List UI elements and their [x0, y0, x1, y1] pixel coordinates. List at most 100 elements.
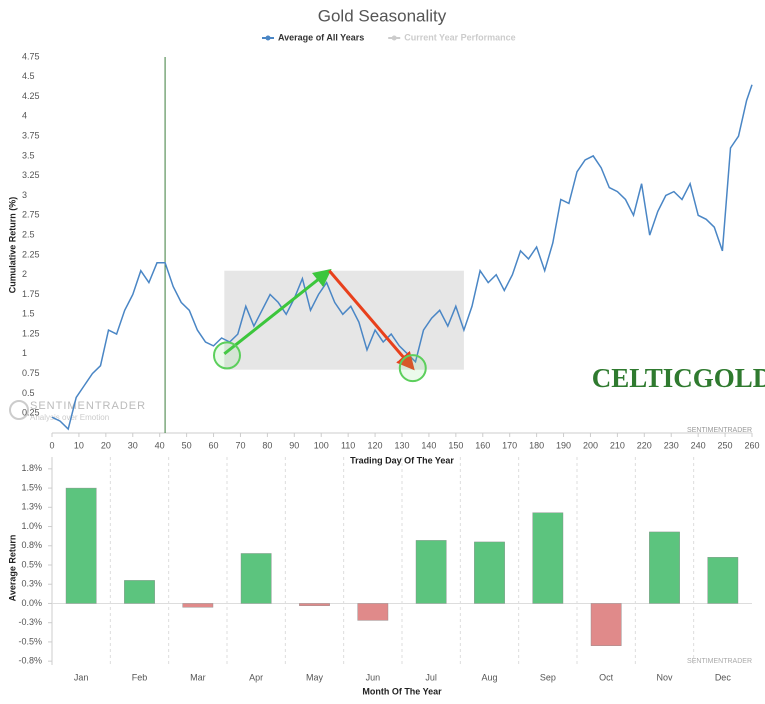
- x-tick-label: 180: [529, 440, 544, 450]
- x-tick-label: Mar: [190, 672, 206, 682]
- legend-swatch: [391, 35, 397, 41]
- x-tick-label: 30: [128, 440, 138, 450]
- y-tick-label: 1.0%: [21, 521, 42, 531]
- watermark-text: SENTIMENTRADER: [30, 400, 146, 412]
- y-tick-label: -0.3%: [18, 617, 42, 627]
- x-tick-label: Feb: [132, 672, 148, 682]
- y-tick-label: 4.75: [22, 51, 40, 61]
- bar: [649, 531, 680, 604]
- logo: CELTICGOLD SENTIMENTRADER: [592, 363, 765, 434]
- watermark-text: SENTIMENTRADER: [687, 658, 752, 665]
- chart-title: Gold Seasonality: [318, 6, 447, 25]
- y-tick-label: 1.3%: [21, 502, 42, 512]
- y-tick-label: 1: [22, 348, 27, 358]
- x-tick-label: 170: [502, 440, 517, 450]
- legend-label: Current Year Performance: [404, 32, 515, 42]
- bar: [182, 603, 214, 608]
- y-tick-label: 3.5: [22, 150, 35, 160]
- x-tick-label: 80: [262, 440, 272, 450]
- x-tick-label: Jun: [366, 672, 381, 682]
- bar: [474, 541, 505, 604]
- x-tick-label: 100: [314, 440, 329, 450]
- y-tick-label: 0.5%: [21, 559, 42, 569]
- x-axis-title: Month Of The Year: [362, 686, 442, 696]
- x-tick-label: Jul: [425, 672, 437, 682]
- x-tick-label: 50: [182, 440, 192, 450]
- x-tick-label: 230: [664, 440, 679, 450]
- arrow: [328, 269, 415, 371]
- x-tick-label: Sep: [540, 672, 556, 682]
- bar: [532, 512, 564, 604]
- x-tick-label: Dec: [715, 672, 732, 682]
- x-axis-title: Trading Day Of The Year: [350, 455, 454, 465]
- x-tick-label: 10: [74, 440, 84, 450]
- y-tick-label: 3: [22, 190, 27, 200]
- y-tick-label: 0.5: [22, 388, 35, 398]
- x-tick-label: 70: [235, 440, 245, 450]
- y-tick-label: -0.5%: [18, 636, 42, 646]
- y-tick-label: 0.0%: [21, 598, 42, 608]
- y-tick-label: 4: [22, 111, 27, 121]
- bar: [240, 553, 272, 604]
- x-tick-label: 90: [289, 440, 299, 450]
- y-tick-label: 1.75: [22, 289, 40, 299]
- y-axis-title: Average Return: [7, 535, 17, 602]
- logo-sub: SENTIMENTRADER: [687, 427, 752, 434]
- bar: [65, 487, 97, 604]
- y-tick-label: 0.75: [22, 368, 40, 378]
- x-tick-label: 60: [209, 440, 219, 450]
- x-tick-label: 160: [475, 440, 490, 450]
- logo-text: CELTICGOLD: [592, 363, 765, 393]
- x-tick-label: 140: [421, 440, 436, 450]
- y-tick-label: 0.3%: [21, 579, 42, 589]
- y-tick-label: 2: [22, 269, 27, 279]
- x-tick-label: 110: [341, 440, 355, 450]
- y-tick-label: 4.5: [22, 71, 35, 81]
- highlight-circle: [398, 354, 427, 383]
- x-tick-label: 0: [49, 440, 54, 450]
- y-tick-label: 0.8%: [21, 540, 42, 550]
- x-tick-label: 200: [583, 440, 598, 450]
- x-tick-label: 210: [610, 440, 625, 450]
- bar: [415, 540, 447, 604]
- x-tick-label: Jan: [74, 672, 89, 682]
- y-tick-label: -0.8%: [18, 656, 42, 666]
- watermark-sub: Analysis over Emotion: [30, 413, 109, 422]
- x-tick-label: 190: [556, 440, 571, 450]
- y-tick-label: 3.25: [22, 170, 40, 180]
- bar: [590, 603, 622, 646]
- bar: [707, 557, 739, 604]
- arrow: [223, 268, 332, 356]
- y-tick-label: 2.5: [22, 229, 35, 239]
- x-tick-label: 120: [368, 440, 383, 450]
- y-tick-label: 2.25: [22, 249, 40, 259]
- y-tick-label: 1.5: [22, 309, 35, 319]
- highlight-box: [224, 270, 464, 370]
- legend-label: Average of All Years: [278, 32, 364, 42]
- x-tick-label: 150: [448, 440, 463, 450]
- y-tick-label: 1.25: [22, 328, 40, 338]
- x-tick-label: Nov: [656, 672, 673, 682]
- y-tick-label: 4.25: [22, 91, 40, 101]
- x-tick-label: 40: [155, 440, 165, 450]
- bar: [299, 603, 330, 606]
- y-tick-label: 2.75: [22, 210, 40, 220]
- x-tick-label: Aug: [481, 672, 497, 682]
- legend-swatch: [265, 35, 271, 41]
- y-tick-label: 1.8%: [21, 463, 42, 473]
- x-tick-label: 240: [691, 440, 706, 450]
- x-tick-label: 260: [744, 440, 759, 450]
- y-tick-label: 0.25: [22, 408, 40, 418]
- x-tick-label: 20: [101, 440, 111, 450]
- y-tick-label: 1.5%: [21, 482, 42, 492]
- watermark-icon: [9, 400, 29, 420]
- bar: [124, 580, 155, 604]
- bar: [357, 603, 389, 621]
- x-tick-label: 250: [718, 440, 733, 450]
- watermark: SENTIMENTRADER Analysis over Emotion: [9, 400, 146, 422]
- series-line: [51, 84, 753, 431]
- highlight-circle: [213, 341, 241, 370]
- x-tick-label: May: [306, 672, 324, 682]
- x-tick-label: 130: [394, 440, 409, 450]
